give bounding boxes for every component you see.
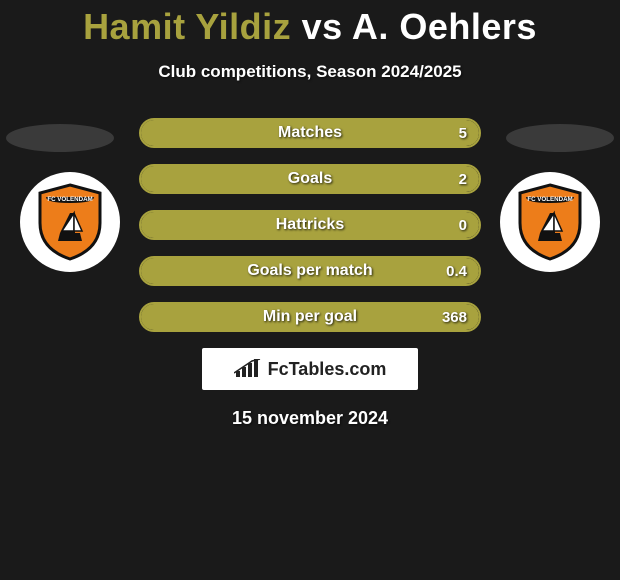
subtitle: Club competitions, Season 2024/2025 bbox=[0, 62, 620, 82]
stat-row: Hattricks0 bbox=[139, 210, 481, 240]
shadow-ellipse-left bbox=[6, 124, 114, 152]
stat-value-right: 368 bbox=[442, 304, 467, 330]
stat-value-right: 0.4 bbox=[446, 258, 467, 284]
shadow-ellipse-right bbox=[506, 124, 614, 152]
stat-value-right: 0 bbox=[459, 212, 467, 238]
stat-label: Min per goal bbox=[141, 304, 479, 330]
stat-label: Matches bbox=[141, 120, 479, 146]
club-badge-right: FC VOLENDAM bbox=[500, 172, 600, 272]
stat-label: Goals bbox=[141, 166, 479, 192]
stat-value-right: 5 bbox=[459, 120, 467, 146]
branding-text: FcTables.com bbox=[268, 359, 387, 380]
branding-badge: FcTables.com bbox=[202, 348, 418, 390]
stat-label: Hattricks bbox=[141, 212, 479, 238]
bar-chart-icon bbox=[234, 359, 262, 379]
stat-rows: Matches5Goals2Hattricks0Goals per match0… bbox=[139, 118, 481, 332]
stats-area: FC VOLENDAM FC VOLENDAM Matches5 Goals2 Ha… bbox=[0, 118, 620, 332]
shield-icon: FC VOLENDAM bbox=[516, 183, 584, 261]
page-title: Hamit Yildiz vs A. Oehlers bbox=[0, 0, 620, 48]
vs-separator: vs bbox=[302, 6, 343, 47]
stat-label: Goals per match bbox=[141, 258, 479, 284]
player2-name: A. Oehlers bbox=[352, 6, 537, 47]
comparison-infographic: Hamit Yildiz vs A. Oehlers Club competit… bbox=[0, 0, 620, 429]
stat-value-right: 2 bbox=[459, 166, 467, 192]
stat-row: Goals per match0.4 bbox=[139, 256, 481, 286]
shield-icon: FC VOLENDAM bbox=[36, 183, 104, 261]
club-badge-left: FC VOLENDAM bbox=[20, 172, 120, 272]
stat-row: Min per goal368 bbox=[139, 302, 481, 332]
player1-name: Hamit Yildiz bbox=[83, 6, 291, 47]
date-label: 15 november 2024 bbox=[0, 408, 620, 429]
svg-text:FC VOLENDAM: FC VOLENDAM bbox=[527, 196, 572, 203]
stat-row: Matches5 bbox=[139, 118, 481, 148]
svg-text:FC VOLENDAM: FC VOLENDAM bbox=[47, 196, 92, 203]
stat-row: Goals2 bbox=[139, 164, 481, 194]
